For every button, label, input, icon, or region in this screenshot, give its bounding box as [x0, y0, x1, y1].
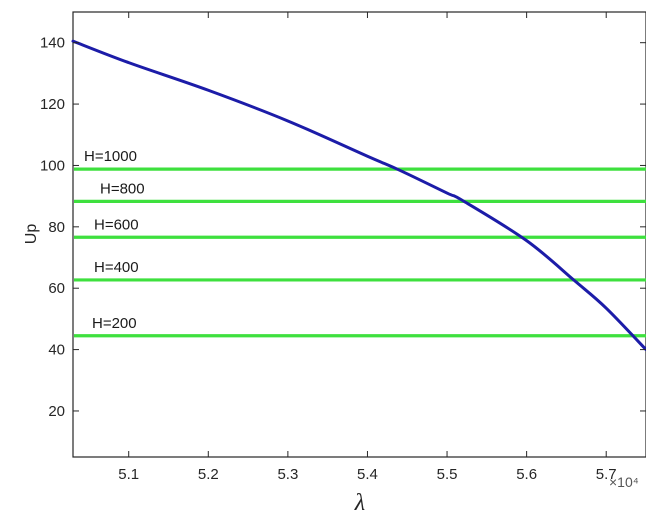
x-tick-label: 5.7: [596, 466, 617, 483]
y-tick-label: 80: [48, 219, 65, 236]
x-tick-label: 5.2: [198, 466, 219, 483]
x-axis-title: λ: [354, 490, 365, 516]
y-tick-label: 120: [40, 96, 65, 113]
plot-area: [72, 11, 646, 458]
axes-box: [72, 11, 646, 458]
y-tick-label: 140: [40, 35, 65, 52]
x-tick-label: 5.4: [357, 466, 378, 483]
horizontal-lines: [74, 167, 646, 338]
x-axis-ticks: 5.1 5.2 5.3 5.4 5.5 5.6 5.7: [118, 12, 617, 483]
h-line-label: H=1000: [84, 148, 137, 165]
series-line: [71, 39, 646, 352]
horizontal-line-labels: H=1000 H=800 H=600 H=400 H=200: [84, 148, 145, 332]
x-tick-label: 5.1: [118, 466, 139, 483]
series-layer: [71, 39, 646, 352]
y-tick-label: 20: [48, 403, 65, 420]
y-axis-ticks: 20 40 60 80 100 120 140: [40, 35, 646, 420]
x-tick-label: 5.3: [277, 466, 298, 483]
y-tick-label: 40: [48, 342, 65, 359]
h-line-label: H=800: [100, 180, 145, 197]
y-tick-label: 100: [40, 157, 65, 174]
x-tick-label: 5.6: [516, 466, 537, 483]
h-line-label: H=200: [92, 315, 137, 332]
h-line-label: H=600: [94, 216, 139, 233]
h-line-label: H=400: [94, 259, 139, 276]
x-tick-label: 5.5: [437, 466, 458, 483]
y-axis-title: Up: [23, 224, 40, 245]
y-tick-label: 60: [48, 280, 65, 297]
x-axis-exponent: ×10⁴: [609, 474, 639, 490]
